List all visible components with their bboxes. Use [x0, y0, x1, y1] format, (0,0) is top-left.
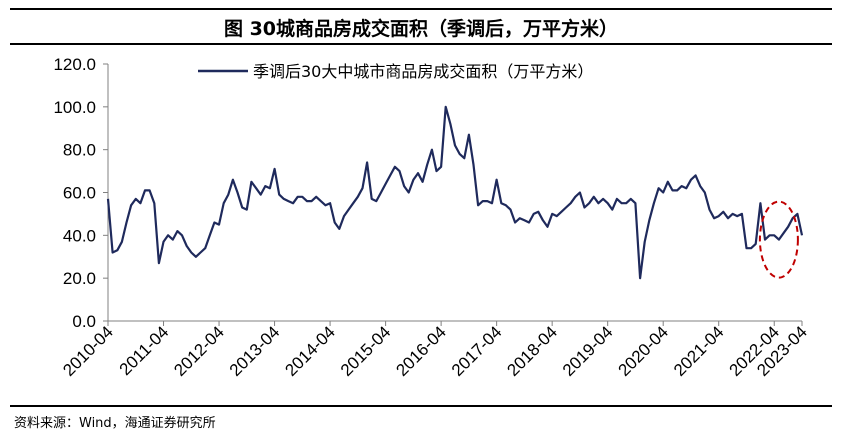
x-tick-label: 2018-04: [503, 322, 561, 380]
axes: 0.0 20.0 40.0 60.0 80.0 100.0 120.0 2010-042011…: [53, 55, 810, 380]
y-tick-label: 40.0: [63, 226, 96, 245]
x-tick-label: 2013-04: [226, 322, 284, 380]
x-tick-label: 2017-04: [448, 322, 506, 380]
chart-title: 图 30城商品房成交面积（季调后，万平方米）: [223, 18, 619, 40]
x-tick-label: 2015-04: [337, 322, 395, 380]
x-tick-label: 2012-04: [170, 322, 228, 380]
x-tick-label: 2021-04: [670, 322, 728, 380]
y-tick-label: 60.0: [63, 184, 96, 203]
series-line: [106, 105, 804, 280]
chart-title-bar: 图 30城商品房成交面积（季调后，万平方米）: [0, 0, 842, 50]
highlight-ellipse: [758, 200, 799, 279]
x-tick-label: 2011-04: [116, 322, 173, 379]
y-tick-label: 80.0: [63, 141, 96, 160]
source-note: 资料来源：Wind，海通证券研究所: [14, 416, 216, 431]
x-tick-label: 2010-04: [59, 322, 117, 380]
y-tick-label: 0.0: [72, 312, 96, 331]
x-tick-label: 2020-04: [614, 322, 672, 380]
y-tick-label: 20.0: [63, 269, 96, 288]
y-tick-label: 120.0: [53, 55, 96, 74]
x-tick-label: 2019-04: [559, 322, 617, 380]
y-tick-label: 100.0: [53, 98, 96, 117]
legend-label: 季调后30大中城市商品房成交面积（万平方米）: [253, 62, 593, 81]
series-layer: [106, 105, 804, 280]
x-tick-label: 2014-04: [281, 322, 339, 380]
title-rule: [10, 43, 832, 45]
bottom-rule: [10, 405, 832, 407]
legend: 季调后30大中城市商品房成交面积（万平方米）: [198, 62, 593, 81]
top-rule: [10, 8, 832, 10]
x-tick-label: 2016-04: [392, 322, 450, 380]
